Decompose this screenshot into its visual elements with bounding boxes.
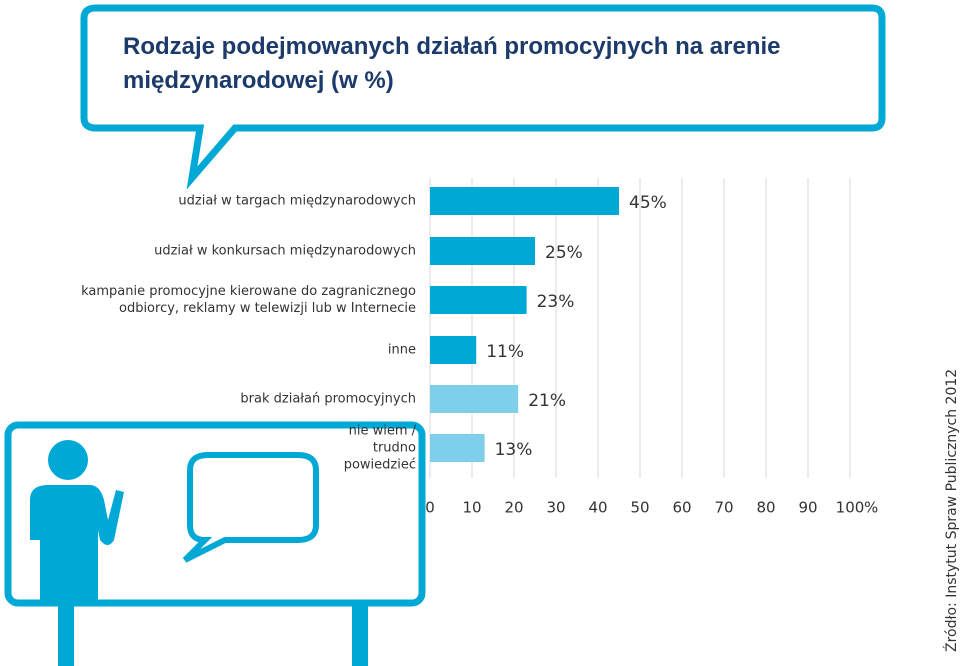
bar	[430, 434, 485, 462]
bar	[430, 187, 619, 215]
bar	[430, 385, 519, 413]
x-tick-label: 40	[588, 499, 607, 517]
x-tick-label: 60	[672, 499, 691, 517]
x-tick-label: 20	[504, 499, 523, 517]
bar	[430, 336, 477, 364]
value-label: 23%	[537, 292, 575, 312]
x-tick-label: 80	[756, 499, 775, 517]
x-tick-label: 0	[425, 499, 435, 517]
value-label: 45%	[629, 193, 667, 213]
x-tick-label: 50	[630, 499, 649, 517]
value-label: 11%	[486, 342, 524, 362]
decoration	[4, 4, 886, 666]
bar	[430, 237, 535, 265]
x-tick-label: 70	[714, 499, 733, 517]
chart-title: Rodzaje podejmowanych działań promocyjny…	[123, 33, 781, 94]
category-label: udział w konkursach międzynarodowych	[154, 243, 416, 259]
x-unit: %	[864, 499, 878, 517]
value-label: 21%	[528, 391, 566, 411]
category-label: kampanie promocyjne kierowane do zagrani…	[81, 284, 416, 316]
x-tick-label: 90	[798, 499, 817, 517]
x-tick-label: 10	[462, 499, 481, 517]
category-label: brak działań promocyjnych	[240, 391, 416, 407]
category-label: udział w targach międzynarodowych	[178, 193, 416, 209]
category-label: nie wiem / trudno powiedzieć	[343, 423, 416, 473]
category-label: inne	[387, 342, 416, 358]
bar	[430, 286, 527, 314]
value-label: 13%	[495, 440, 533, 460]
x-tick-label: 30	[546, 499, 565, 517]
value-label: 25%	[545, 243, 583, 263]
x-tick-label: 100	[836, 499, 865, 517]
source: Źródło: Instytut Spraw Publicznych 2012	[942, 369, 960, 652]
